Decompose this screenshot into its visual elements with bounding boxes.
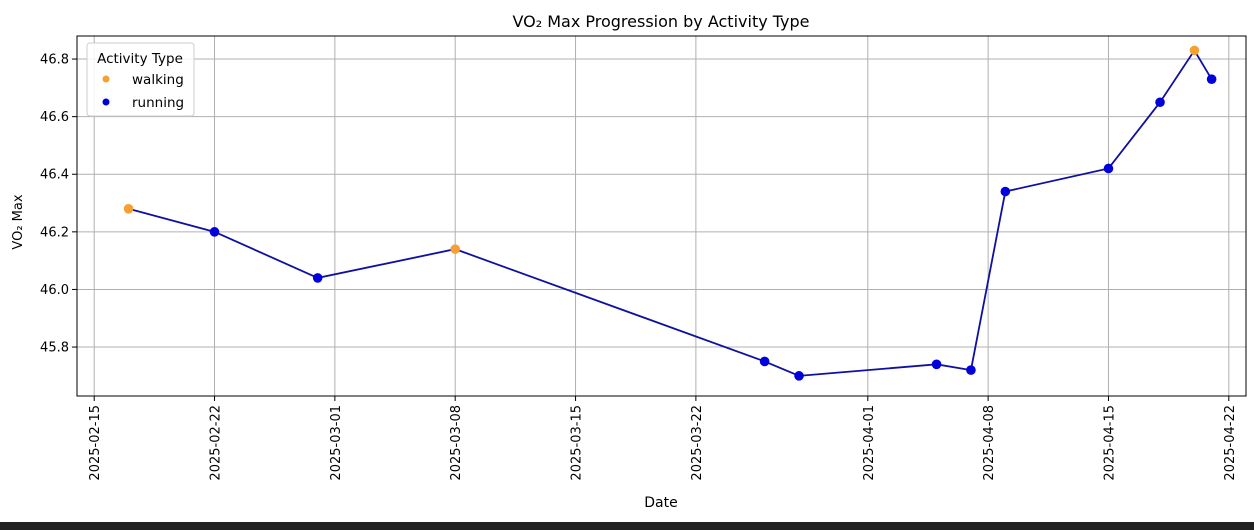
y-tick-label: 46.4 [40, 168, 69, 183]
x-tick-label: 2025-03-01 [329, 405, 344, 481]
x-tick-label: 2025-03-22 [690, 405, 705, 481]
data-point-walking [1189, 45, 1200, 56]
data-point-running [1103, 163, 1114, 174]
chart-title: VO₂ Max Progression by Activity Type [512, 12, 809, 31]
legend-marker-walking [102, 75, 110, 83]
x-tick-label: 2025-04-01 [862, 405, 877, 481]
x-tick-label: 2025-04-15 [1102, 405, 1117, 481]
bottom-bar [0, 522, 1254, 530]
y-axis-label: VO₂ Max [11, 194, 26, 249]
data-point-running [1206, 74, 1217, 84]
legend-box [86, 42, 195, 117]
series [123, 45, 1217, 381]
legend-title: Activity Type [97, 51, 183, 67]
y-tick-label: 46.2 [40, 225, 69, 240]
y-tick-label: 46.8 [40, 53, 69, 68]
data-point-running [966, 365, 976, 375]
vo2-max-line [128, 48, 1213, 377]
y-tick-label: 45.8 [40, 341, 69, 356]
data-point-running [209, 227, 220, 237]
plot-frame [76, 35, 1247, 397]
data-point-running [794, 371, 804, 381]
data-point-running [1000, 186, 1011, 197]
legend-label-running: running [132, 95, 184, 111]
x-tick-label: 2025-04-22 [1223, 405, 1238, 481]
x-axis-label: Date [644, 495, 677, 511]
data-point-walking [123, 204, 134, 214]
x-tick-label: 2025-04-08 [982, 405, 997, 481]
y-tick-label: 46.6 [40, 110, 69, 125]
data-point-running [312, 273, 323, 283]
x-tick-label: 2025-02-15 [88, 405, 103, 481]
legend-label-walking: walking [132, 72, 184, 88]
axes: 2025-02-15 2025-02-22 2025-03-01 2025-03-08… [40, 35, 1247, 481]
x-tick-label: 2025-03-15 [570, 405, 585, 481]
data-point-running [759, 356, 770, 367]
data-point-running [931, 359, 942, 370]
y-tick-label: 46.0 [40, 283, 69, 298]
x-tick-label: 2025-03-08 [449, 405, 464, 481]
data-point-running [1155, 97, 1165, 108]
legend: Activity Type walking running [86, 42, 195, 117]
x-tick-label: 2025-02-22 [209, 405, 224, 481]
data-point-walking [450, 244, 461, 254]
legend-marker-running [102, 98, 110, 106]
grid-lines [77, 36, 1246, 396]
